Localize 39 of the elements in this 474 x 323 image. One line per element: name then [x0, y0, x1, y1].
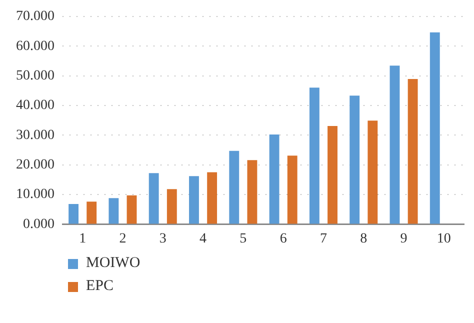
bar: [207, 172, 218, 224]
bar: [390, 66, 400, 224]
bar: [408, 79, 418, 224]
x-tick-label: 10: [436, 231, 451, 246]
x-tick-label: 2: [119, 231, 126, 246]
legend-label: EPC: [86, 278, 114, 295]
bar: [309, 88, 320, 224]
bar: [229, 150, 240, 224]
bar: [166, 189, 177, 224]
bar: [148, 173, 159, 224]
y-tick-label: 50.000: [16, 68, 54, 84]
bar: [126, 195, 137, 224]
bar: [108, 198, 119, 224]
x-tick-label: 8: [360, 231, 368, 246]
y-tick-label: 0.000: [23, 216, 54, 232]
x-tick-label: 9: [400, 231, 408, 246]
bar: [247, 160, 258, 224]
bar: [68, 204, 79, 224]
x-tick-label: 5: [240, 231, 247, 246]
x-tick-label: 7: [320, 231, 327, 246]
bar: [287, 156, 298, 224]
y-tick-label: 60.000: [16, 38, 54, 54]
y-tick-label: 30.000: [16, 128, 54, 143]
y-tick-label: 70.000: [16, 9, 54, 24]
bar: [350, 96, 360, 224]
y-tick-label: 20.000: [16, 158, 54, 172]
bar: [430, 32, 440, 224]
bar: [189, 176, 199, 224]
x-tick-label: 4: [200, 231, 207, 246]
bar: [86, 202, 97, 224]
y-tick-label: 10.000: [16, 187, 54, 202]
legend-label: MOIWO: [86, 255, 140, 272]
bar: [269, 134, 280, 224]
x-tick-label: 6: [280, 231, 287, 246]
x-tick-label: 1: [79, 231, 86, 246]
y-tick-label: 40.000: [16, 98, 54, 114]
x-tick-label: 3: [159, 231, 166, 246]
bar: [368, 120, 378, 224]
bar: [328, 126, 338, 224]
